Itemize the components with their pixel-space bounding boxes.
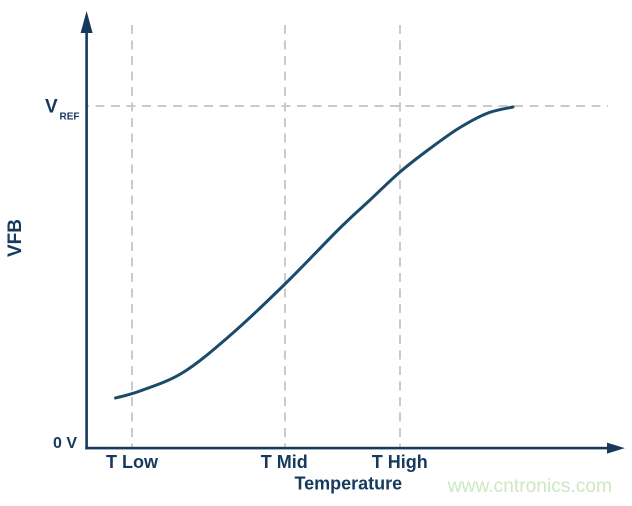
svg-text:REF: REF	[60, 112, 80, 123]
svg-text:VFB: VFB	[5, 219, 26, 257]
svg-text:0 V: 0 V	[53, 435, 77, 452]
svg-text:T High: T High	[372, 452, 428, 472]
svg-text:Temperature: Temperature	[294, 474, 402, 494]
svg-text:V: V	[45, 97, 58, 118]
svg-text:T Mid: T Mid	[261, 452, 308, 472]
svg-text:www.cntronics.com: www.cntronics.com	[447, 476, 612, 497]
svg-text:T Low: T Low	[106, 452, 159, 472]
